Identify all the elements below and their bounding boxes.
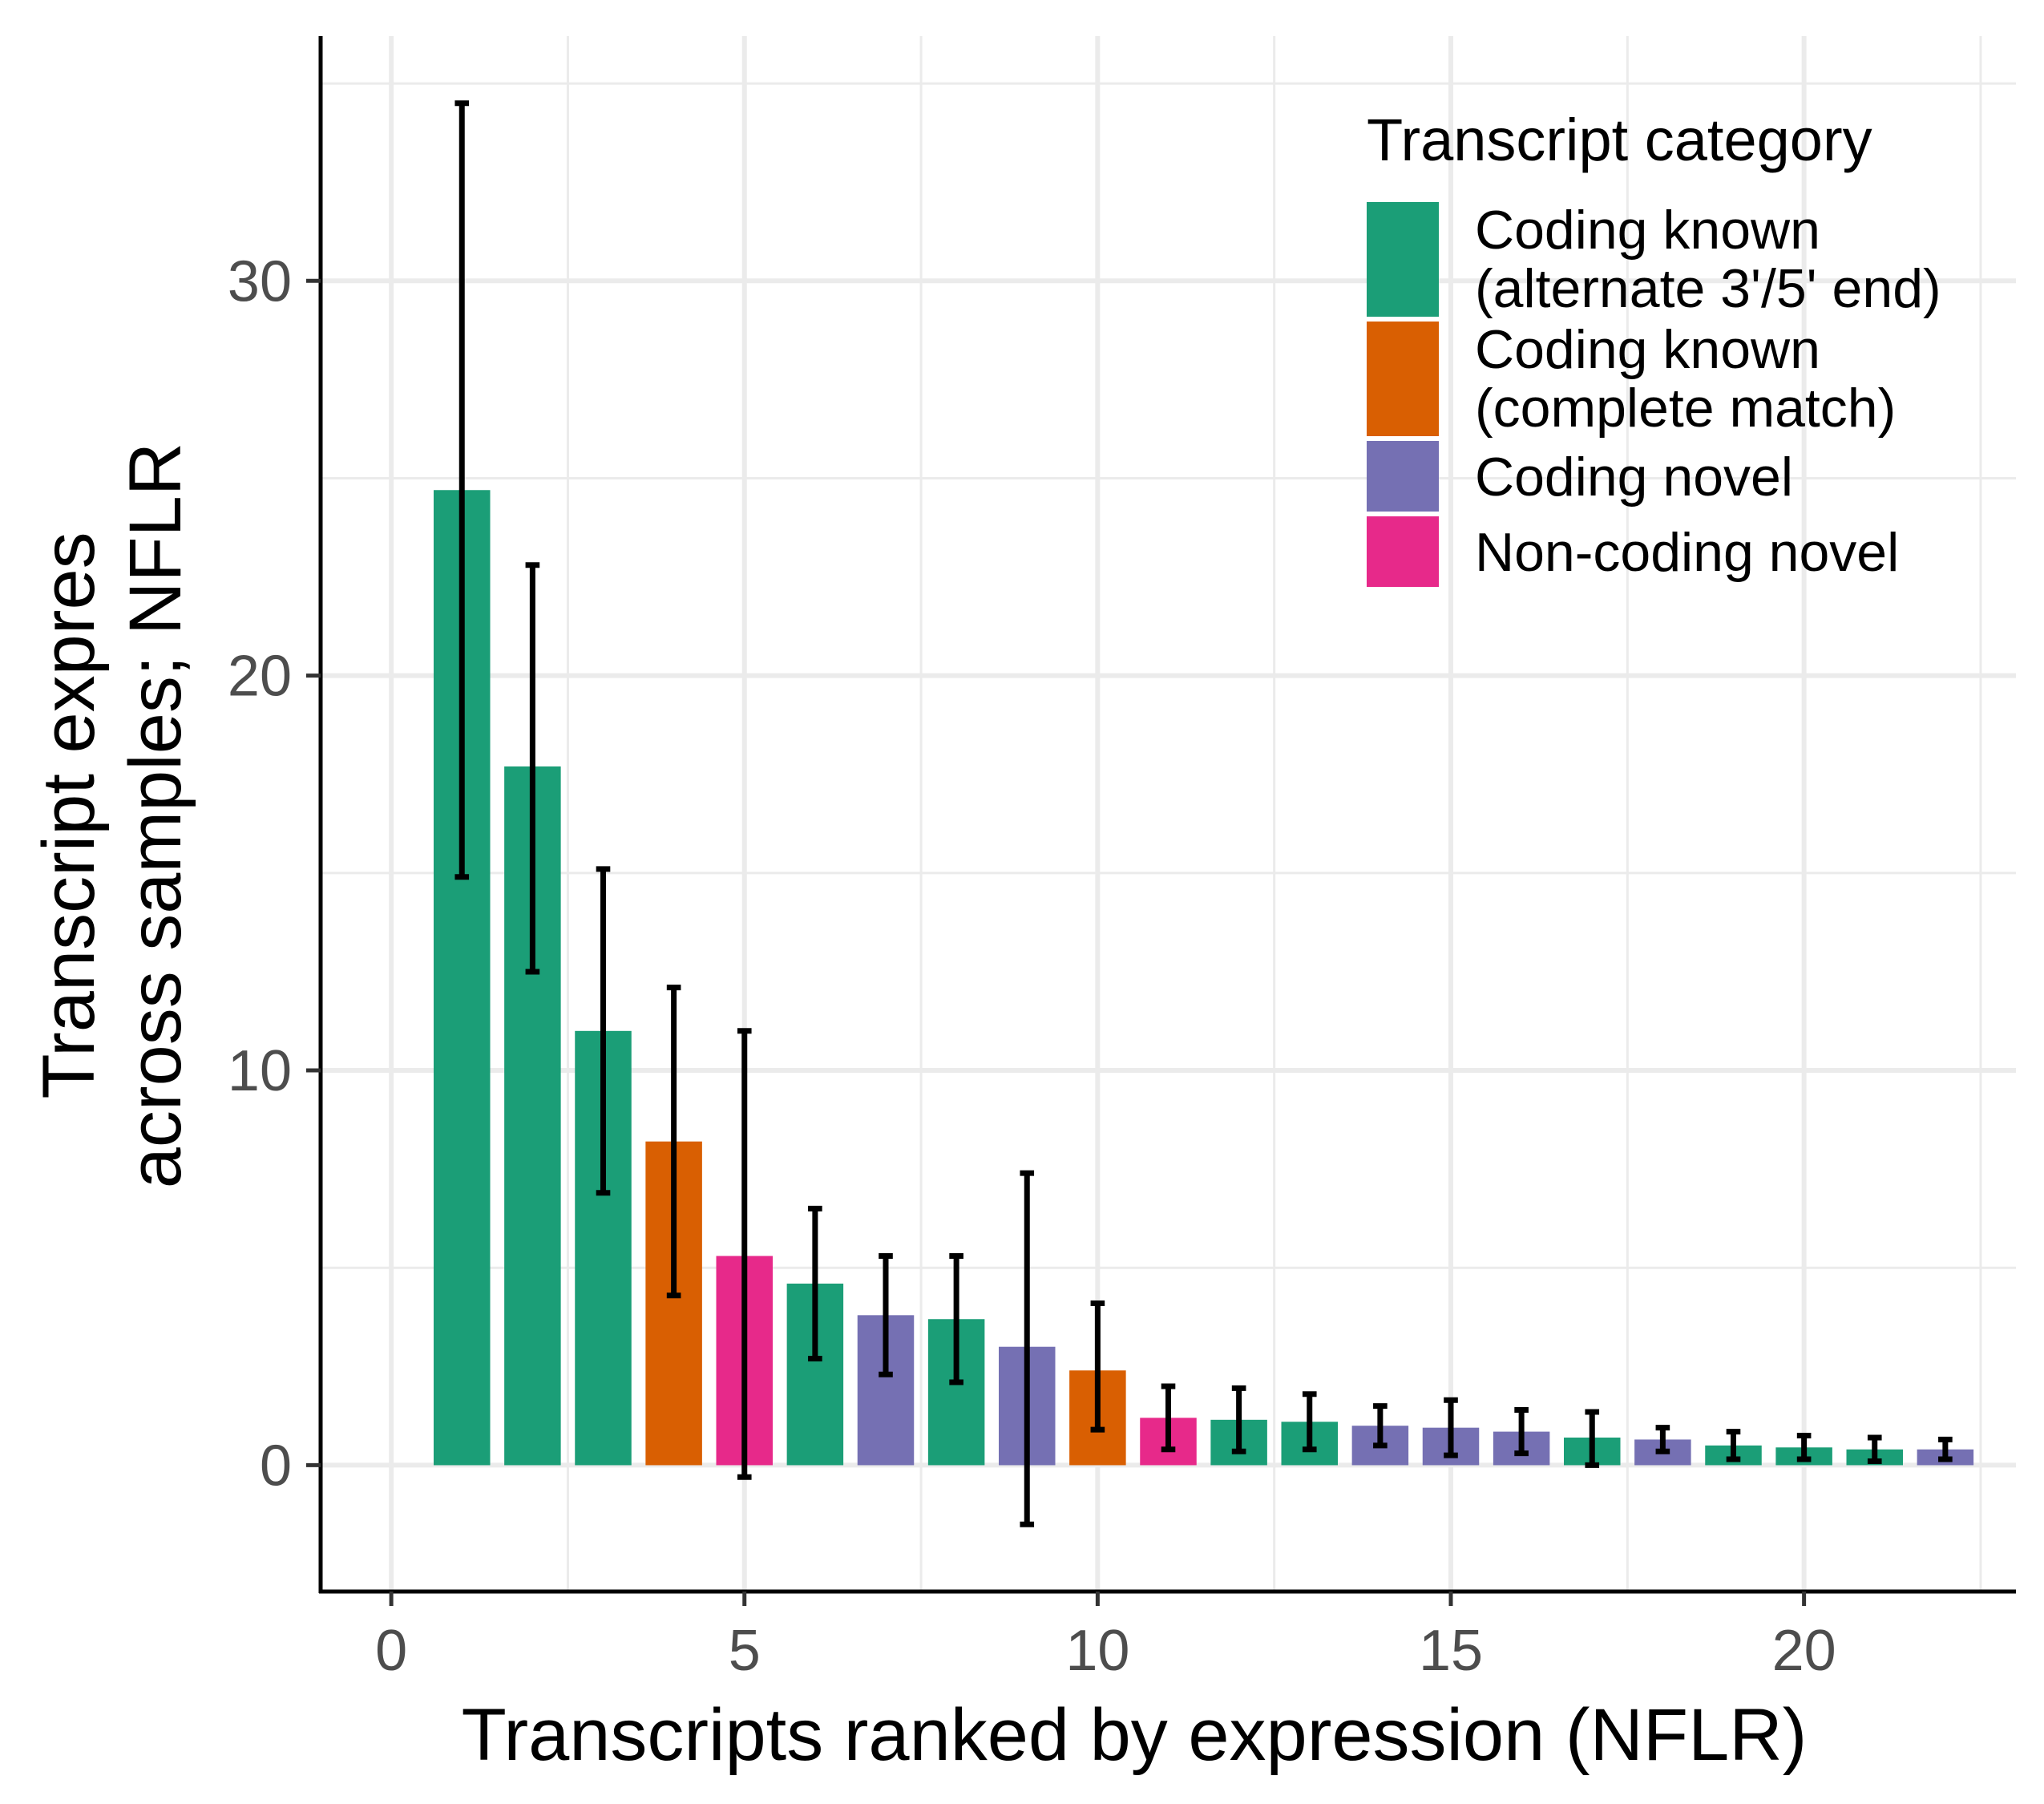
error-bar xyxy=(1514,1407,1529,1457)
error-bar xyxy=(454,100,470,880)
error-bar xyxy=(1585,1409,1600,1468)
legend-label-noncoding: Non-coding novel xyxy=(1475,522,1899,583)
x-tick-label: 0 xyxy=(375,1619,407,1683)
error-bar xyxy=(525,562,540,975)
error-bar xyxy=(1444,1397,1458,1458)
y-tick-label: 10 xyxy=(228,1039,292,1103)
ticks-layer: 0 5 10 15 20 0 10 20 30 xyxy=(228,249,1836,1683)
error-bar xyxy=(1938,1436,1953,1462)
error-bar xyxy=(666,985,681,1299)
x-tick-label: 20 xyxy=(1772,1619,1836,1683)
legend-label-alt: Coding known xyxy=(1475,200,1820,261)
error-bar xyxy=(1655,1425,1670,1454)
legend-label-novel: Coding novel xyxy=(1475,447,1793,508)
legend-label-match: Coding known xyxy=(1475,319,1820,380)
y-axis-title-line-2: across samples; NFLR xyxy=(115,443,196,1188)
error-bar xyxy=(1020,1170,1035,1527)
legend-key-alt xyxy=(1367,202,1439,317)
x-tick-label: 10 xyxy=(1065,1619,1129,1683)
x-tick-label: 15 xyxy=(1419,1619,1483,1683)
legend-entry-match: Coding known(complete match) xyxy=(1367,319,1896,439)
error-bar xyxy=(949,1252,963,1385)
errorbar-layer xyxy=(454,100,1953,1527)
y-tick-label: 30 xyxy=(228,249,292,313)
x-tick-label: 5 xyxy=(729,1619,761,1683)
error-bar xyxy=(879,1252,893,1377)
bars-layer xyxy=(434,490,1974,1466)
legend-entry-novel: Coding novel xyxy=(1367,441,1793,512)
legend-entries: Coding known(alternate 3'/5' end)Coding … xyxy=(1367,200,1941,587)
legend-label-alt: (alternate 3'/5' end) xyxy=(1475,258,1941,319)
error-bar xyxy=(1867,1434,1882,1465)
legend-entry-alt: Coding known(alternate 3'/5' end) xyxy=(1367,200,1941,319)
legend-key-match xyxy=(1367,322,1439,436)
axes-layer xyxy=(318,36,2016,1594)
error-bar xyxy=(1161,1383,1176,1453)
legend-label-match: (complete match) xyxy=(1475,378,1896,439)
error-bar xyxy=(1373,1403,1388,1449)
y-axis-title-line-1: Transcript expres xyxy=(28,532,110,1098)
error-bar xyxy=(1231,1385,1246,1454)
x-axis-title: Transcripts ranked by expression (NFLR) xyxy=(462,1694,1808,1776)
legend-title: Transcript category xyxy=(1367,107,1872,173)
error-bar xyxy=(1090,1300,1105,1433)
legend-entry-noncoding: Non-coding novel xyxy=(1367,516,1899,587)
legend: Transcript category Coding known(alterna… xyxy=(1367,107,1941,587)
y-tick-label: 20 xyxy=(228,645,292,709)
legend-key-novel xyxy=(1367,441,1439,512)
error-bar xyxy=(596,866,611,1196)
error-bar xyxy=(808,1205,822,1361)
error-bar xyxy=(1726,1429,1741,1462)
error-bar xyxy=(1302,1391,1317,1453)
y-tick-label: 0 xyxy=(260,1434,292,1498)
legend-key-noncoding xyxy=(1367,516,1439,587)
error-bar xyxy=(737,1028,752,1480)
error-bar xyxy=(1796,1433,1812,1462)
y-axis-title: Transcript expres across samples; NFLR xyxy=(28,443,196,1188)
